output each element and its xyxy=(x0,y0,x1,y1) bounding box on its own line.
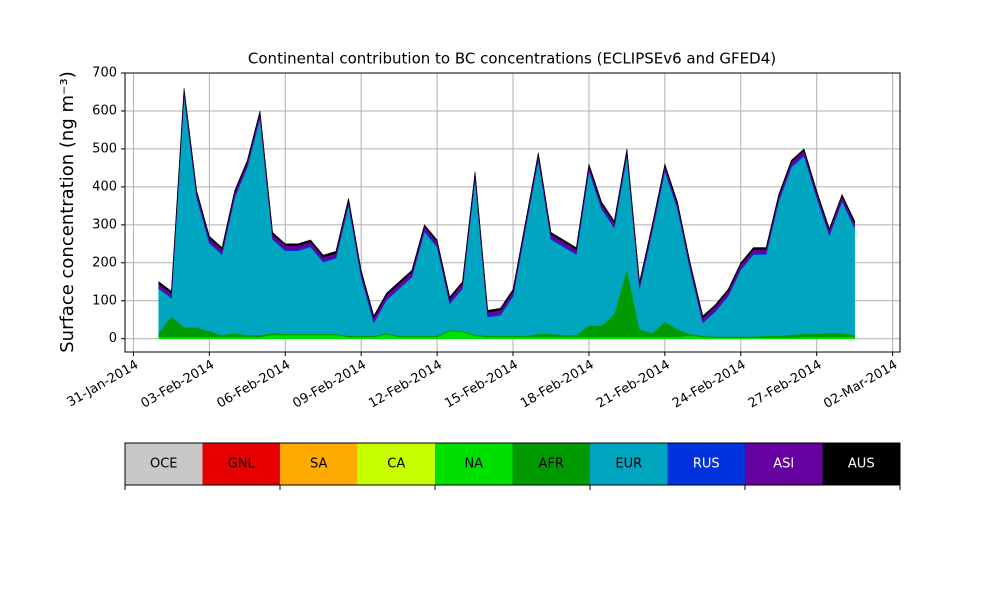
axes-frame xyxy=(124,72,901,353)
legend-label: AFR xyxy=(539,457,564,472)
legend-swatch xyxy=(667,443,745,485)
legend-label: CA xyxy=(387,457,405,472)
legend: OCE GNL SA CA NA AFR EUR RUS ASI AUS xyxy=(124,442,901,490)
legend-label: ASI xyxy=(773,457,794,472)
chart-title: Continental contribution to BC concentra… xyxy=(248,50,776,68)
legend-label: RUS xyxy=(693,457,720,472)
legend-swatch xyxy=(202,443,280,485)
legend-label: EUR xyxy=(615,457,642,472)
y-tick-label: 400 xyxy=(92,179,117,194)
legend-label: NA xyxy=(464,457,483,472)
legend-frame xyxy=(124,442,901,486)
area xyxy=(158,88,855,319)
legend-swatch xyxy=(125,443,203,485)
y-tick-label: 100 xyxy=(92,293,117,308)
y-tick-label: 700 xyxy=(92,66,117,81)
legend-swatch xyxy=(590,443,668,485)
legend-swatch xyxy=(435,443,513,485)
legend-label: GNL xyxy=(228,457,256,472)
y-tick-label: 200 xyxy=(92,255,117,270)
legend-swatch xyxy=(280,443,358,485)
legend-swatch xyxy=(745,443,823,485)
y-tick-label: 500 xyxy=(92,141,117,156)
legend-swatch xyxy=(822,443,900,485)
legend-swatch xyxy=(512,443,590,485)
y-tick-label: 300 xyxy=(92,217,117,232)
y-tick-label: 600 xyxy=(92,103,117,118)
y-tick-label: 0 xyxy=(109,331,117,346)
legend-swatch xyxy=(357,443,435,485)
y-axis-label: Surface concentration (ng m⁻³) xyxy=(57,71,78,353)
legend-label: OCE xyxy=(150,457,178,472)
legend-label: AUS xyxy=(848,457,875,472)
legend-label: SA xyxy=(310,457,327,472)
